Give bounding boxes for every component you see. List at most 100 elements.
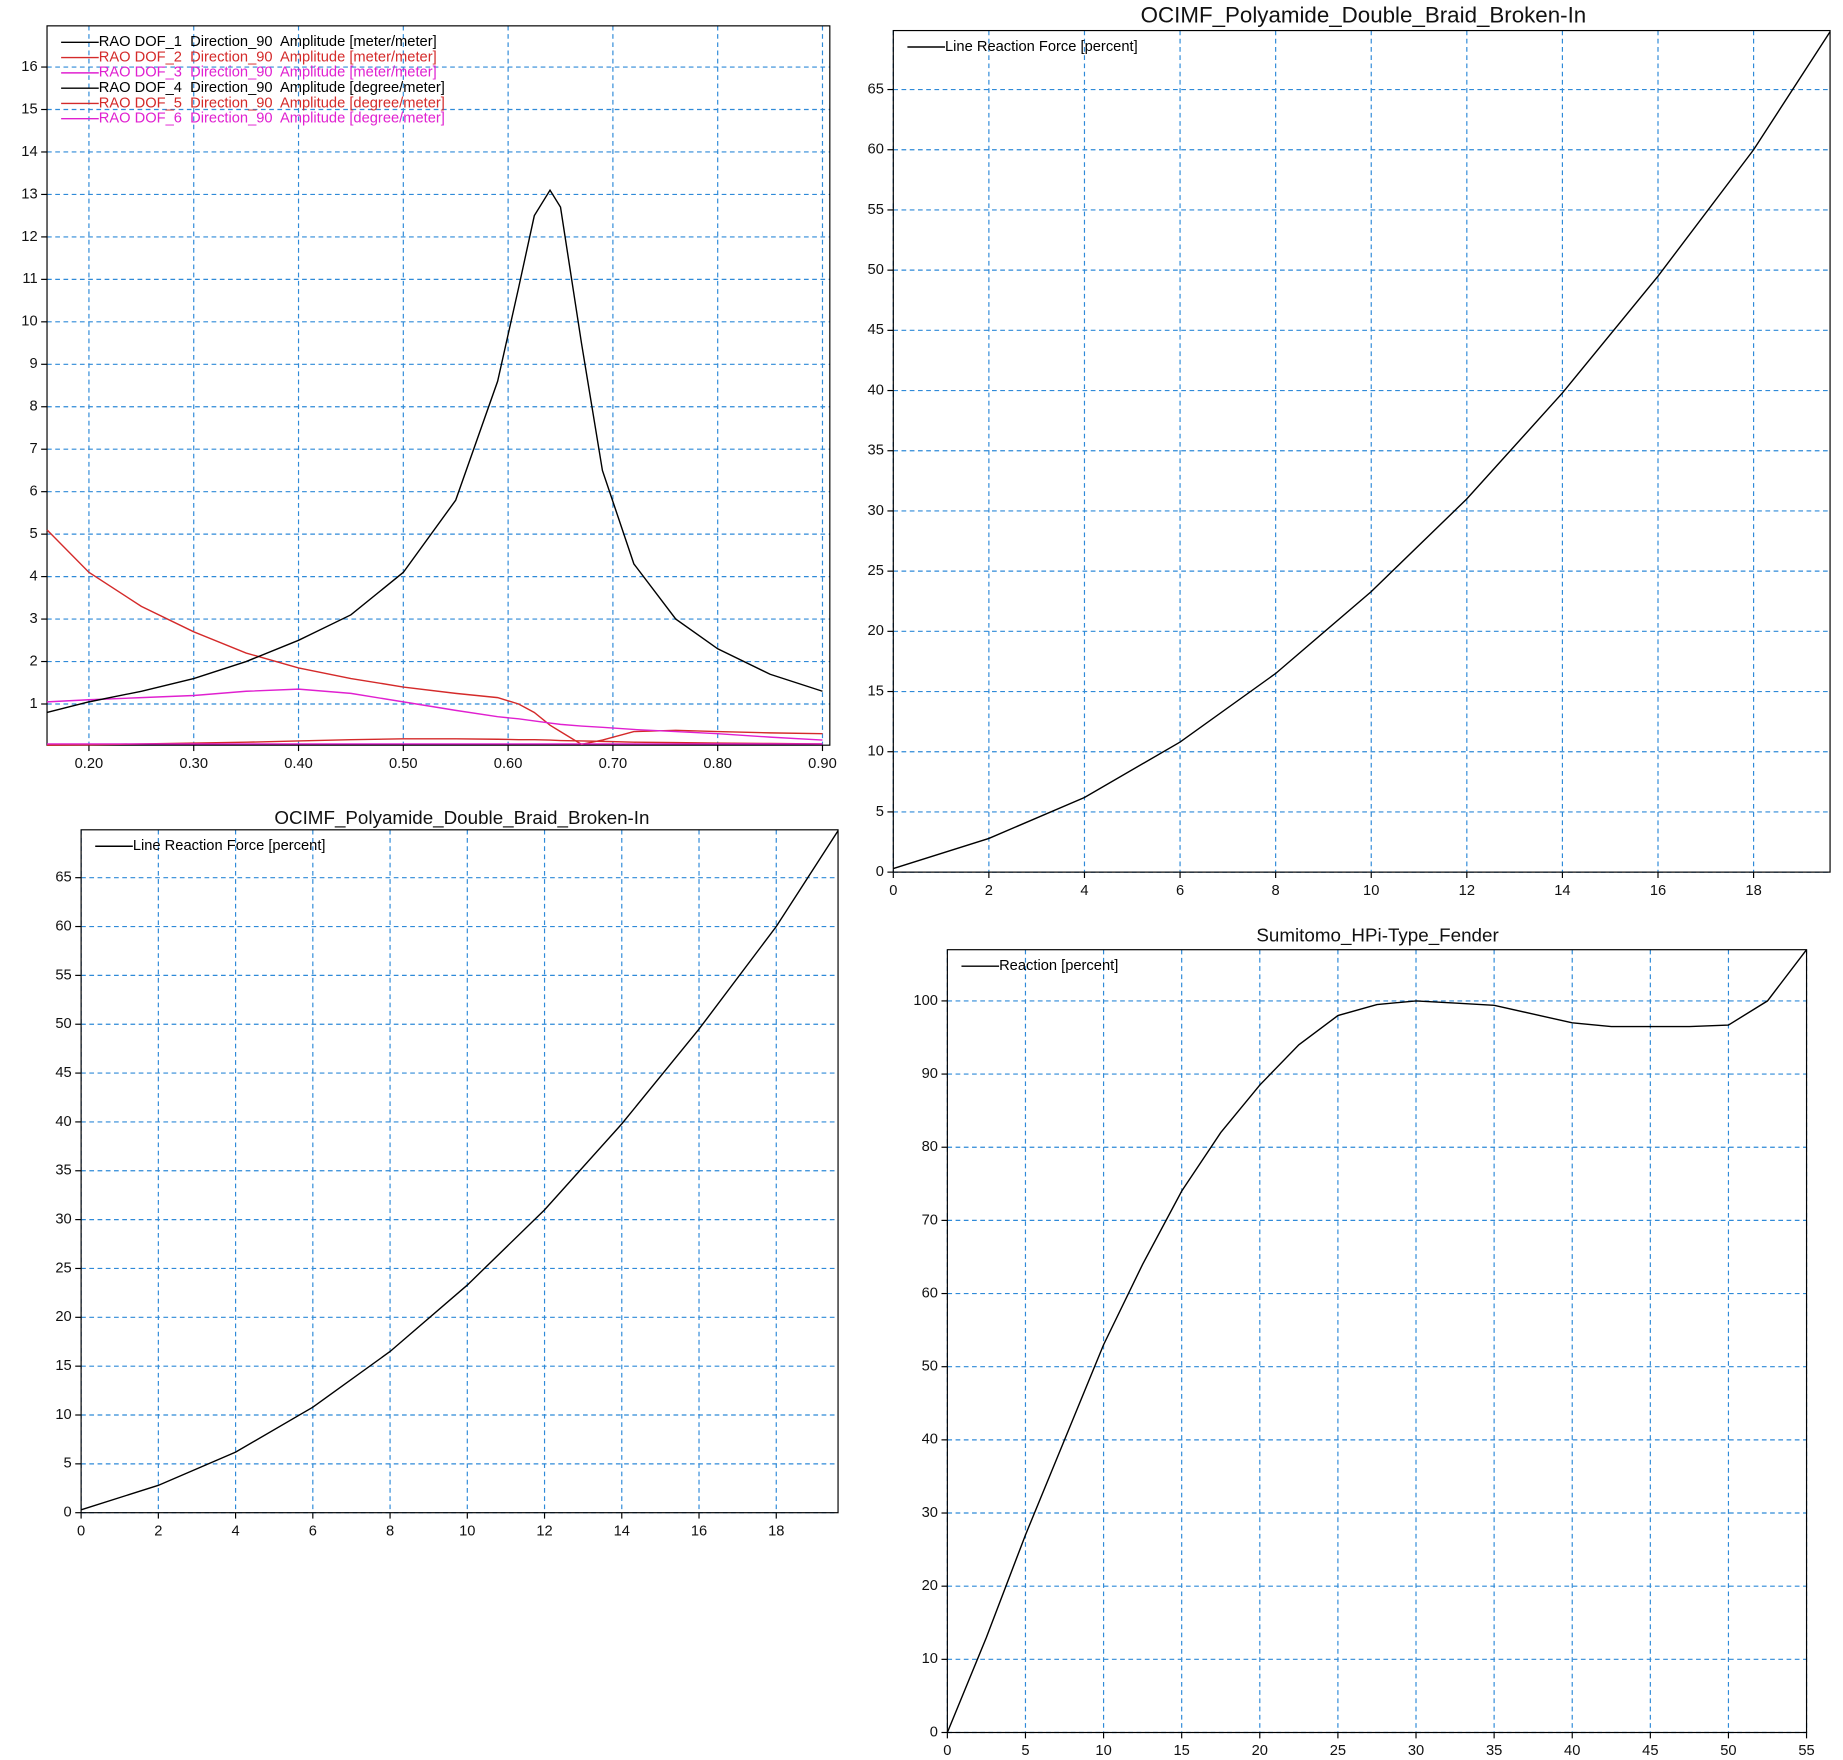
y-tick-label: 10 xyxy=(922,1651,938,1667)
y-tick-label: 9 xyxy=(29,356,37,372)
y-tick-label: 15 xyxy=(21,101,37,117)
x-tick-label: 0.60 xyxy=(494,756,523,772)
y-tick-label: 5 xyxy=(29,526,37,542)
series-line xyxy=(46,188,823,714)
x-tick-label: 0.80 xyxy=(703,756,732,772)
x-tick-label: 0 xyxy=(77,1523,85,1539)
x-tick-label: 2 xyxy=(985,883,993,899)
x-tick-label: 18 xyxy=(1745,883,1761,899)
x-tick-label: 0 xyxy=(943,1743,951,1759)
x-tick-label: 30 xyxy=(1408,1743,1424,1759)
y-tick-label: 15 xyxy=(868,683,884,699)
y-tick-label: 100 xyxy=(913,993,938,1009)
y-tick-label: 40 xyxy=(868,382,884,398)
x-tick-label: 4 xyxy=(232,1523,240,1539)
y-tick-label: 15 xyxy=(55,1358,71,1374)
x-tick-label: 8 xyxy=(386,1523,394,1539)
y-tick-label: 60 xyxy=(55,918,71,934)
x-tick-label: 40 xyxy=(1564,1743,1580,1759)
y-tick-label: 65 xyxy=(868,81,884,97)
y-tick-label: 7 xyxy=(29,441,37,457)
x-tick-label: 20 xyxy=(1252,1743,1268,1759)
y-tick-label: 10 xyxy=(21,314,37,330)
x-tick-label: 0.50 xyxy=(389,756,418,772)
legend-label: RAO DOF_6 Direction_90 Amplitude [degree… xyxy=(99,111,445,127)
y-tick-label: 55 xyxy=(868,202,884,218)
legend-label: RAO DOF_2 Direction_90 Amplitude [meter/… xyxy=(99,49,437,65)
x-tick-label: 10 xyxy=(459,1523,475,1539)
y-tick-label: 20 xyxy=(55,1309,71,1325)
legend-label: Reaction [percent] xyxy=(999,958,1118,974)
legend-label: RAO DOF_3 Direction_90 Amplitude [meter/… xyxy=(99,65,437,81)
y-tick-label: 0 xyxy=(64,1505,72,1521)
y-tick-label: 20 xyxy=(922,1578,938,1594)
y-tick-label: 50 xyxy=(922,1359,938,1375)
x-tick-label: 50 xyxy=(1720,1743,1736,1759)
legend-label: Line Reaction Force [percent] xyxy=(133,838,326,854)
x-tick-label: 0 xyxy=(889,883,897,899)
chart-title: OCIMF_Polyamide_Double_Braid_Broken-In xyxy=(1141,2,1587,27)
x-tick-label: 10 xyxy=(1095,1743,1111,1759)
y-tick-label: 0 xyxy=(876,864,884,880)
x-tick-label: 35 xyxy=(1486,1743,1502,1759)
x-tick-label: 55 xyxy=(1798,1743,1814,1759)
x-tick-label: 14 xyxy=(1554,883,1570,899)
y-tick-label: 8 xyxy=(29,399,37,415)
y-tick-label: 45 xyxy=(868,322,884,338)
y-tick-label: 50 xyxy=(868,262,884,278)
y-tick-label: 11 xyxy=(22,271,37,287)
x-tick-label: 12 xyxy=(536,1523,552,1539)
x-tick-label: 10 xyxy=(1363,883,1379,899)
plot-frame xyxy=(46,25,831,746)
y-tick-label: 30 xyxy=(868,503,884,519)
x-tick-label: 0.40 xyxy=(284,756,313,772)
legend-label: RAO DOF_5 Direction_90 Amplitude [degree… xyxy=(99,95,445,111)
y-tick-label: 40 xyxy=(55,1114,71,1130)
x-tick-label: 25 xyxy=(1330,1743,1346,1759)
y-tick-label: 5 xyxy=(64,1456,72,1472)
x-tick-label: 2 xyxy=(154,1523,162,1539)
series-line xyxy=(893,31,1831,870)
x-tick-label: 0.20 xyxy=(75,756,104,772)
series-line xyxy=(80,830,839,1511)
series-line xyxy=(46,688,823,741)
y-tick-label: 25 xyxy=(55,1260,71,1276)
x-tick-label: 4 xyxy=(1080,883,1088,899)
x-tick-label: 6 xyxy=(1176,883,1184,899)
plot-frame xyxy=(892,29,1831,873)
x-tick-label: 8 xyxy=(1272,883,1280,899)
y-tick-label: 25 xyxy=(868,563,884,579)
chart-title: OCIMF_Polyamide_Double_Braid_Broken-In xyxy=(274,807,649,829)
x-tick-label: 6 xyxy=(309,1523,317,1539)
y-tick-label: 60 xyxy=(868,142,884,158)
plot-frame xyxy=(80,829,839,1514)
y-tick-label: 90 xyxy=(922,1066,938,1082)
y-tick-label: 16 xyxy=(21,59,37,75)
y-tick-label: 35 xyxy=(55,1163,71,1179)
chart-title: Sumitomo_HPi-Type_Fender xyxy=(1256,925,1498,947)
y-tick-label: 30 xyxy=(922,1505,938,1521)
legend-label: Line Reaction Force [percent] xyxy=(945,39,1138,55)
series-line xyxy=(946,949,1808,1733)
y-tick-label: 70 xyxy=(922,1212,938,1228)
y-tick-label: 40 xyxy=(922,1432,938,1448)
y-tick-label: 5 xyxy=(876,804,884,820)
y-tick-label: 14 xyxy=(21,144,37,160)
x-tick-label: 0.70 xyxy=(599,756,628,772)
x-tick-label: 16 xyxy=(1650,883,1666,899)
y-tick-label: 60 xyxy=(922,1285,938,1301)
series-line xyxy=(46,529,823,746)
x-tick-label: 18 xyxy=(768,1523,784,1539)
x-tick-label: 45 xyxy=(1642,1743,1658,1759)
x-tick-label: 5 xyxy=(1021,1743,1029,1759)
y-tick-label: 4 xyxy=(29,568,37,584)
x-tick-label: 0.90 xyxy=(808,756,837,772)
legend-label: RAO DOF_1 Direction_90 Amplitude [meter/… xyxy=(99,34,437,50)
x-tick-label: 12 xyxy=(1459,883,1475,899)
y-tick-label: 30 xyxy=(55,1211,71,1227)
legend-label: RAO DOF_4 Direction_90 Amplitude [degree… xyxy=(99,80,445,96)
series-line xyxy=(47,738,823,746)
y-tick-label: 45 xyxy=(55,1065,71,1081)
